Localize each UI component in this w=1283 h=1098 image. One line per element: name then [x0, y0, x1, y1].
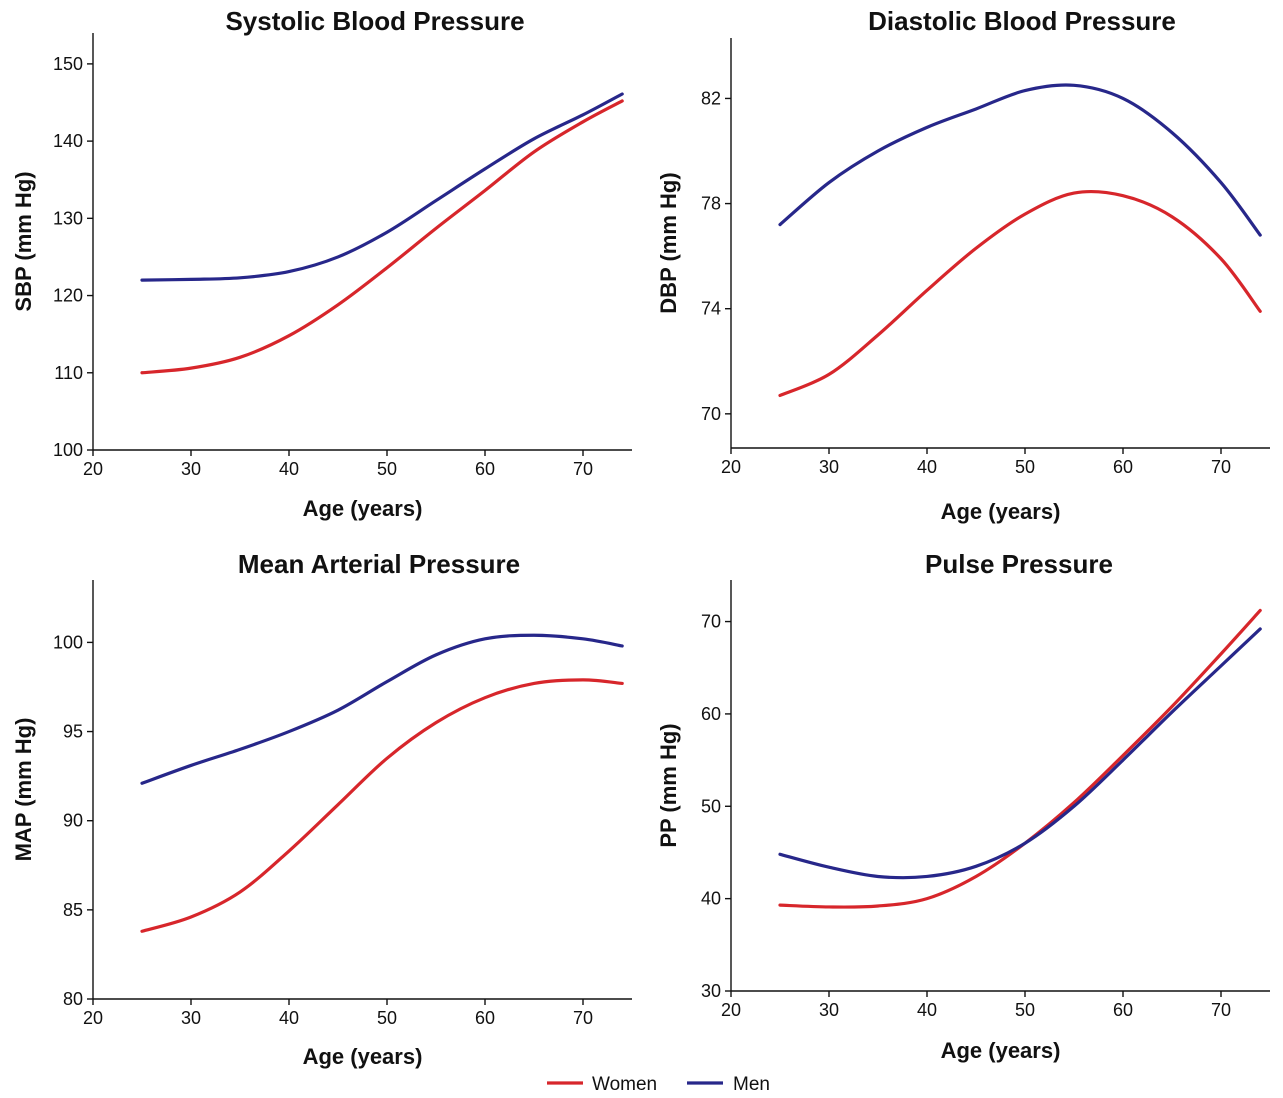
- y-axis-label: DBP (mm Hg): [656, 172, 681, 313]
- series-line-men: [778, 83, 1262, 237]
- x-axis-label: Age (years): [941, 499, 1061, 524]
- series-line-women: [140, 678, 624, 933]
- series-line-men: [140, 633, 624, 785]
- y-tick-label: 82: [701, 88, 721, 108]
- y-tick-label: 130: [53, 208, 83, 228]
- series-line-women: [778, 608, 1262, 909]
- y-tick-label: 150: [53, 54, 83, 74]
- x-tick-label: 60: [1113, 457, 1133, 477]
- chart-panel-2: Diastolic Blood Pressure 20 30 40 50 60 70 70 74…: [656, 6, 1270, 524]
- y-tick-label: 78: [701, 194, 721, 214]
- x-tick-label: 50: [1015, 1000, 1035, 1020]
- chart-title: Systolic Blood Pressure: [225, 6, 524, 36]
- x-tick-label: 70: [573, 459, 593, 479]
- series-line-men: [140, 92, 624, 282]
- y-tick-label: 95: [63, 722, 83, 742]
- series-line-women: [140, 99, 624, 375]
- y-tick-label: 70: [701, 612, 721, 632]
- chart-title: Mean Arterial Pressure: [238, 549, 520, 579]
- x-tick-label: 30: [181, 1008, 201, 1028]
- x-tick-label: 40: [279, 1008, 299, 1028]
- x-tick-label: 70: [573, 1008, 593, 1028]
- x-axis-label: Age (years): [303, 496, 423, 521]
- y-axis-label: SBP (mm Hg): [11, 171, 36, 311]
- y-tick-label: 80: [63, 989, 83, 1009]
- x-axis-label: Age (years): [941, 1038, 1061, 1063]
- y-tick-label: 140: [53, 131, 83, 151]
- x-tick-label: 30: [819, 1000, 839, 1020]
- x-tick-label: 50: [377, 459, 397, 479]
- y-tick-label: 30: [701, 981, 721, 1001]
- x-tick-label: 20: [83, 1008, 103, 1028]
- x-tick-label: 40: [917, 1000, 937, 1020]
- y-axis-label: MAP (mm Hg): [11, 718, 36, 862]
- y-axis-label: PP (mm Hg): [656, 723, 681, 847]
- x-tick-label: 20: [83, 459, 103, 479]
- y-tick-label: 50: [701, 796, 721, 816]
- y-tick-label: 60: [701, 704, 721, 724]
- x-tick-label: 20: [721, 457, 741, 477]
- y-tick-label: 120: [53, 286, 83, 306]
- x-tick-label: 50: [1015, 457, 1035, 477]
- chart-title: Diastolic Blood Pressure: [868, 6, 1176, 36]
- y-tick-label: 110: [54, 363, 83, 383]
- x-tick-label: 20: [721, 1000, 741, 1020]
- x-tick-label: 30: [819, 457, 839, 477]
- x-tick-label: 60: [475, 459, 495, 479]
- x-axis-label: Age (years): [303, 1044, 423, 1069]
- y-tick-label: 40: [701, 889, 721, 909]
- x-tick-label: 60: [1113, 1000, 1133, 1020]
- legend-label-women: Women: [592, 1074, 657, 1093]
- chart-panel-1: Systolic Blood Pressure 20 30 40 50 60 70 100 11…: [11, 6, 632, 521]
- y-tick-label: 85: [63, 900, 83, 920]
- x-tick-label: 70: [1211, 1000, 1231, 1020]
- legend-label-men: Men: [733, 1074, 770, 1093]
- chart-panel-3: Mean Arterial Pressure 20 30 40 50 60 70 80 85 90…: [11, 549, 632, 1069]
- y-tick-label: 90: [63, 811, 83, 831]
- y-tick-label: 100: [53, 440, 83, 460]
- x-tick-label: 40: [917, 457, 937, 477]
- x-tick-label: 60: [475, 1008, 495, 1028]
- series-line-men: [778, 627, 1262, 880]
- x-tick-label: 40: [279, 459, 299, 479]
- x-tick-label: 30: [181, 459, 201, 479]
- x-tick-label: 50: [377, 1008, 397, 1028]
- y-tick-label: 70: [701, 404, 721, 424]
- legend: Women Men: [547, 1074, 770, 1095]
- y-tick-label: 74: [701, 299, 721, 319]
- y-tick-label: 100: [53, 632, 83, 652]
- chart-title: Pulse Pressure: [925, 549, 1113, 579]
- series-line-women: [778, 189, 1262, 398]
- x-tick-label: 70: [1211, 457, 1231, 477]
